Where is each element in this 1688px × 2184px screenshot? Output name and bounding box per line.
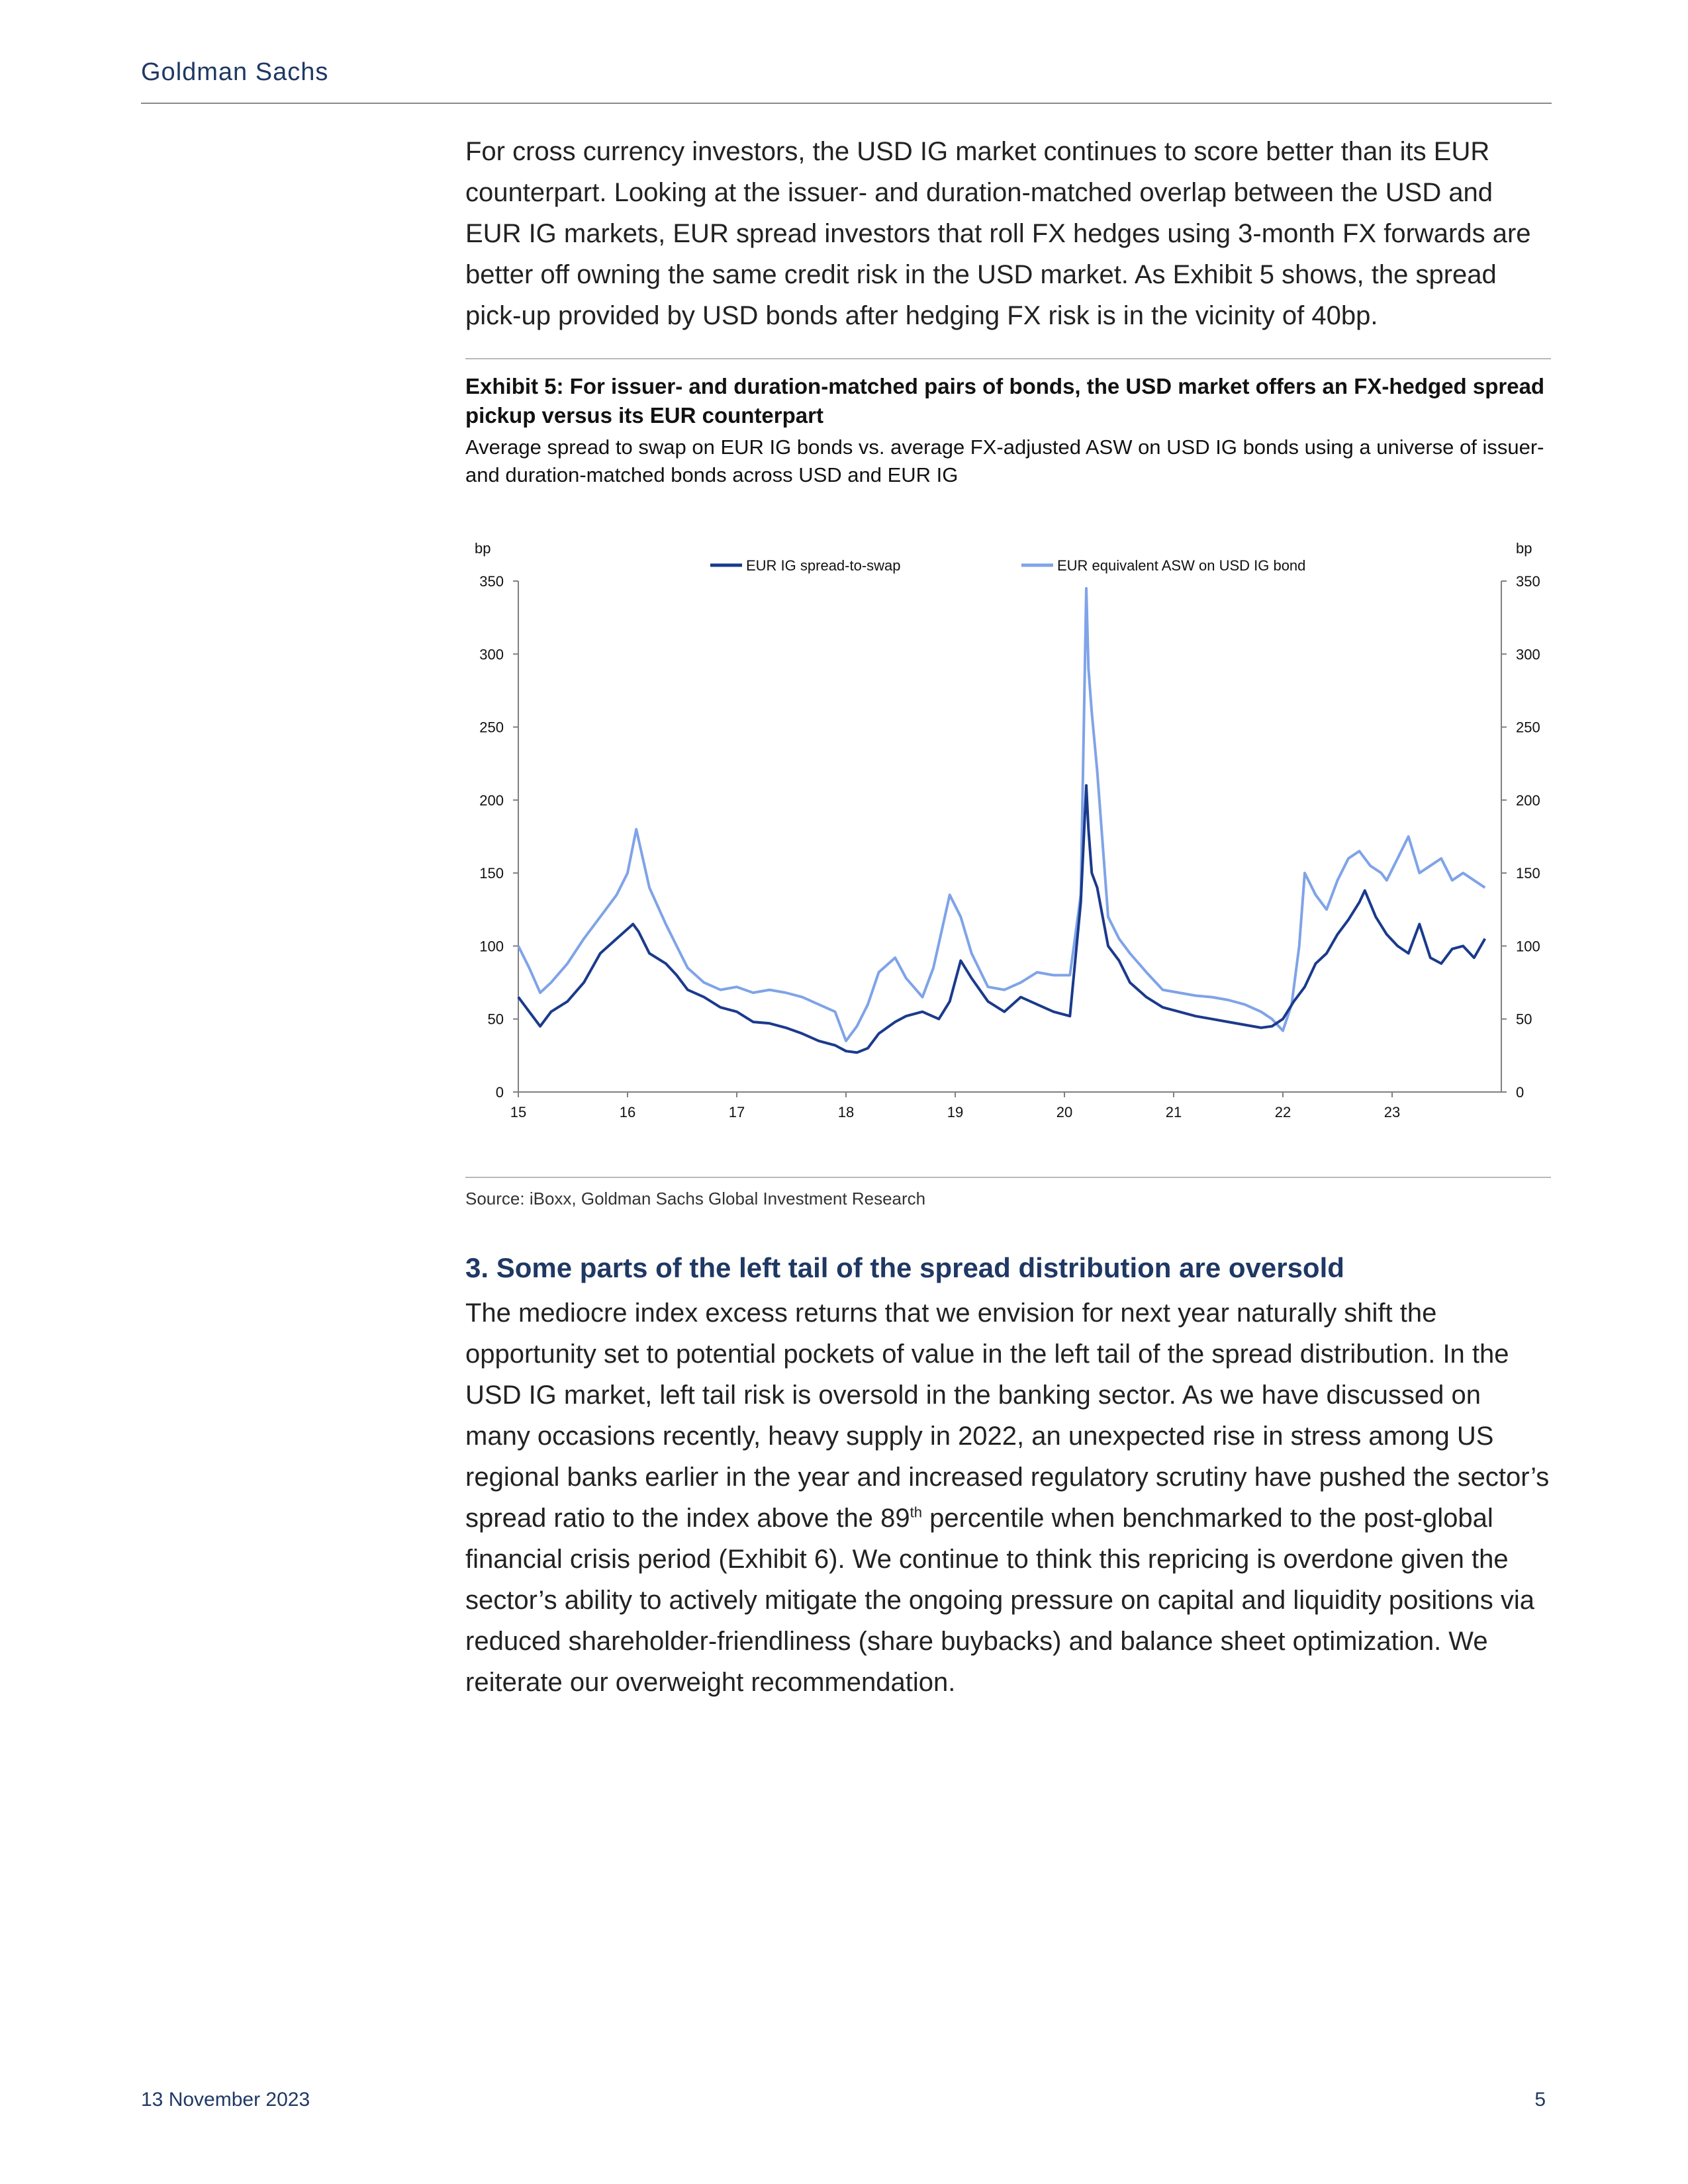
y-tick-label-left: 0: [496, 1084, 504, 1101]
x-tick-label: 22: [1275, 1104, 1291, 1120]
y-tick-label-left: 50: [488, 1011, 504, 1028]
intro-paragraph: For cross currency investors, the USD IG…: [465, 137, 1531, 330]
chart-svg: 0 0 50 50 100 100 150 150 200 200 250 250 300 300 350 3…: [475, 540, 1540, 1120]
section-heading: 3. Some parts of the left tail of the sp…: [465, 1252, 1344, 1283]
exhibit-chart: 0 0 50 50 100 100 150 150 200 200 250 250 300 300 350 3…: [465, 529, 1551, 1152]
y-tick-label-left: 300: [479, 646, 504, 662]
section-superscript: th: [910, 1504, 922, 1521]
y-axis-label-right: bp: [1516, 540, 1532, 557]
page-number: 5: [1534, 2089, 1546, 2111]
y-tick-label-right: 100: [1516, 938, 1540, 954]
exhibit-title: Exhibit 5: For issuer- and duration-matc…: [465, 374, 1545, 428]
x-tick-label: 16: [620, 1104, 635, 1120]
exhibit-top-rule: [465, 358, 1551, 359]
series-line: [517, 587, 1486, 1042]
x-tick-label: 23: [1384, 1104, 1400, 1120]
y-tick-label-left: 250: [479, 719, 504, 736]
y-tick-label-right: 300: [1516, 646, 1540, 662]
legend-label: EUR IG spread-to-swap: [746, 557, 901, 574]
section-paragraph: The mediocre index excess returns that w…: [465, 1293, 1551, 1703]
legend-label: EUR equivalent ASW on USD IG bond: [1057, 557, 1305, 574]
exhibit-subtitle: Average spread to swap on EUR IG bonds v…: [465, 435, 1544, 486]
y-tick-label-right: 200: [1516, 792, 1540, 809]
x-tick-label: 15: [510, 1104, 526, 1120]
x-tick-label: 21: [1166, 1104, 1182, 1120]
y-tick-label-left: 350: [479, 573, 504, 590]
x-tick-label: 18: [838, 1104, 854, 1120]
brand-name: Goldman Sachs: [141, 58, 329, 86]
series-line: [517, 784, 1487, 1054]
y-tick-label-left: 100: [479, 938, 504, 954]
y-tick-label-right: 350: [1516, 573, 1540, 590]
y-tick-label-right: 0: [1516, 1084, 1524, 1101]
header-rule: [141, 103, 1552, 104]
x-tick-label: 19: [947, 1104, 963, 1120]
y-axis-label-left: bp: [475, 540, 491, 557]
section-text-part1: The mediocre index excess returns that w…: [465, 1298, 1550, 1533]
exhibit-bottom-rule: [465, 1177, 1551, 1178]
y-tick-label-left: 150: [479, 865, 504, 882]
y-tick-label-left: 200: [479, 792, 504, 809]
chart-source: Source: iBoxx, Goldman Sachs Global Inve…: [465, 1189, 926, 1208]
x-tick-label: 20: [1056, 1104, 1072, 1120]
y-tick-label-right: 150: [1516, 865, 1540, 882]
section-text-part2: percentile when benchmarked to the post-…: [465, 1504, 1534, 1697]
y-tick-label-right: 250: [1516, 719, 1540, 736]
x-tick-label: 17: [729, 1104, 745, 1120]
footer-date: 13 November 2023: [141, 2089, 310, 2111]
y-tick-label-right: 50: [1516, 1011, 1532, 1028]
